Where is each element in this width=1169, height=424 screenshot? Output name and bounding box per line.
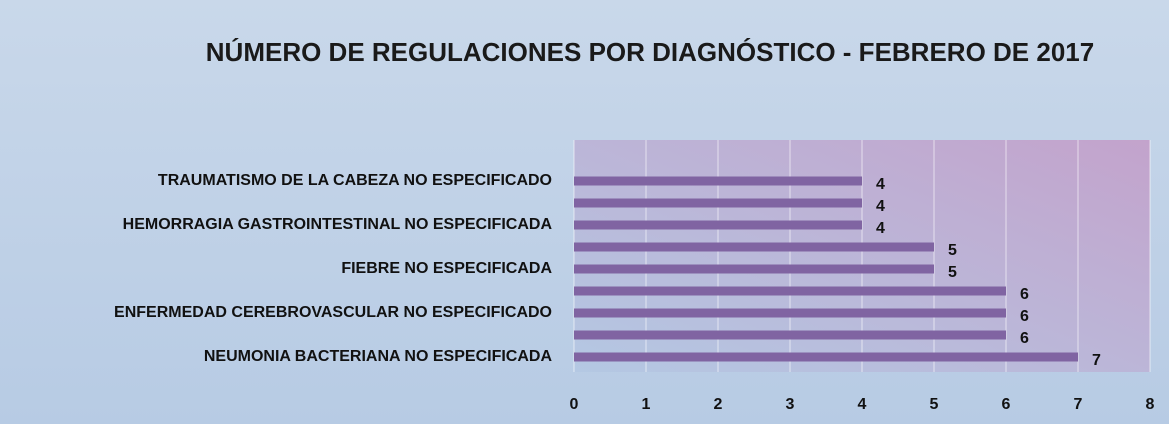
data-label: 4 xyxy=(876,176,885,193)
y-tick-label: NEUMONIA BACTERIANA NO ESPECIFICADA xyxy=(204,348,553,365)
data-label: 6 xyxy=(1020,308,1029,325)
x-tick-label: 0 xyxy=(570,396,579,413)
data-label: 4 xyxy=(876,198,885,215)
x-tick-label: 4 xyxy=(858,396,867,413)
x-tick-label: 1 xyxy=(642,396,651,413)
x-tick-label: 8 xyxy=(1146,396,1155,413)
bar xyxy=(574,198,862,208)
bar xyxy=(574,176,862,186)
x-tick-label: 7 xyxy=(1074,396,1083,413)
y-tick-label: HEMORRAGIA GASTROINTESTINAL NO ESPECIFIC… xyxy=(123,216,553,233)
chart-title: NÚMERO DE REGULACIONES POR DIAGNÓSTICO -… xyxy=(205,37,1095,67)
bar xyxy=(574,264,934,274)
bar xyxy=(574,220,862,230)
bar xyxy=(574,242,934,252)
x-tick-label: 3 xyxy=(786,396,795,413)
bar xyxy=(574,286,1006,296)
x-tick-label: 5 xyxy=(930,396,939,413)
data-label: 5 xyxy=(948,242,957,259)
data-label: 4 xyxy=(876,220,885,237)
x-tick-label: 6 xyxy=(1002,396,1011,413)
bar xyxy=(574,352,1078,362)
y-tick-label: FIEBRE NO ESPECIFICADA xyxy=(341,260,552,277)
bar xyxy=(574,308,1006,318)
data-label: 5 xyxy=(948,264,957,281)
data-label: 6 xyxy=(1020,286,1029,303)
data-label: 6 xyxy=(1020,330,1029,347)
bar xyxy=(574,330,1006,340)
y-tick-label: TRAUMATISMO DE LA CABEZA NO ESPECIFICADO xyxy=(158,172,552,189)
x-tick-label: 2 xyxy=(714,396,723,413)
data-label: 7 xyxy=(1092,352,1101,369)
y-tick-label: ENFERMEDAD CEREBROVASCULAR NO ESPECIFICA… xyxy=(114,304,552,321)
